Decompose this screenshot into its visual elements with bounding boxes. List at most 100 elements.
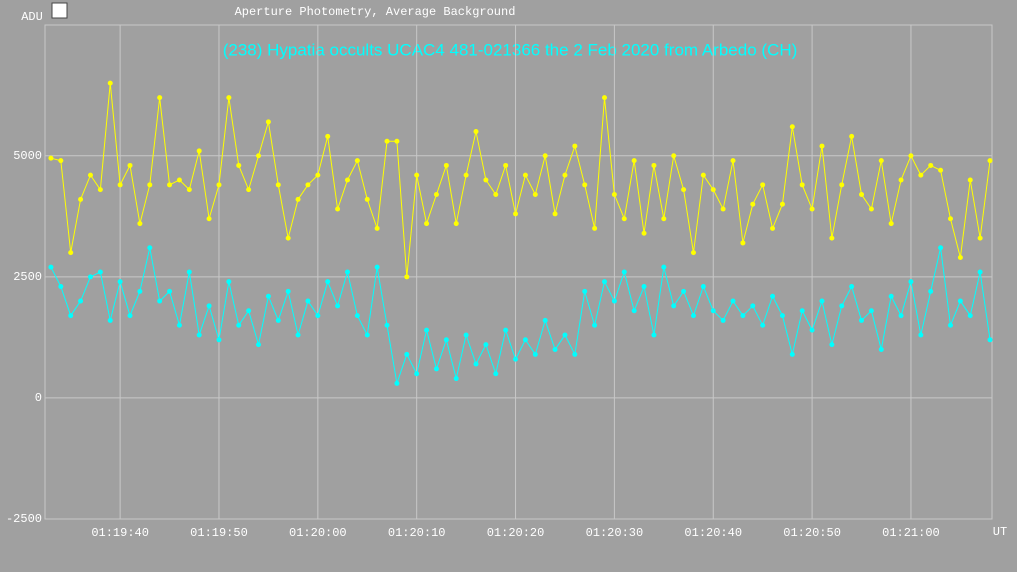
- data-point: [394, 380, 400, 386]
- data-point: [58, 158, 64, 164]
- data-point: [898, 177, 904, 183]
- chart-subtitle: (238) Hypatia occults UCAC4 481-021366 t…: [223, 40, 798, 59]
- chart-title: Aperture Photometry, Average Background: [235, 5, 516, 19]
- data-point: [344, 269, 350, 275]
- data-point: [849, 284, 855, 290]
- data-point: [918, 172, 924, 178]
- data-point: [651, 162, 657, 168]
- data-point: [878, 158, 884, 164]
- series: [48, 245, 993, 386]
- data-point: [513, 356, 519, 362]
- data-point: [315, 313, 321, 319]
- data-point: [700, 172, 706, 178]
- data-point: [631, 158, 637, 164]
- data-point: [542, 317, 548, 323]
- data-point: [730, 298, 736, 304]
- data-point: [779, 201, 785, 207]
- data-point: [483, 342, 489, 348]
- data-point: [196, 148, 202, 154]
- data-point: [127, 313, 133, 319]
- data-point: [839, 182, 845, 188]
- data-point: [87, 274, 93, 280]
- data-point: [938, 245, 944, 251]
- data-point: [779, 313, 785, 319]
- data-point: [957, 298, 963, 304]
- data-point: [532, 351, 538, 357]
- data-point: [206, 303, 212, 309]
- data-point: [710, 308, 716, 314]
- data-point: [690, 313, 696, 319]
- data-point: [176, 177, 182, 183]
- data-point: [167, 182, 173, 188]
- data-point: [265, 119, 271, 125]
- data-point: [730, 158, 736, 164]
- data-point: [147, 182, 153, 188]
- data-point: [987, 158, 993, 164]
- x-tick-label: 01:20:30: [586, 526, 644, 540]
- data-point: [829, 342, 835, 348]
- data-point: [868, 308, 874, 314]
- data-point: [48, 264, 54, 270]
- data-point: [295, 332, 301, 338]
- data-point: [325, 279, 331, 285]
- data-point: [503, 162, 509, 168]
- data-point: [631, 308, 637, 314]
- data-point: [246, 308, 252, 314]
- x-tick-label: 01:20:00: [289, 526, 347, 540]
- data-point: [700, 284, 706, 290]
- data-point: [176, 322, 182, 328]
- y-tick-label: 5000: [13, 149, 42, 163]
- data-point: [562, 332, 568, 338]
- x-tick-label: 01:19:40: [91, 526, 149, 540]
- data-point: [463, 172, 469, 178]
- data-point: [947, 322, 953, 328]
- data-point: [256, 342, 262, 348]
- data-point: [58, 284, 64, 290]
- data-point: [562, 172, 568, 178]
- data-point: [285, 235, 291, 241]
- data-point: [87, 172, 93, 178]
- data-point: [611, 298, 617, 304]
- data-point: [97, 187, 103, 193]
- data-point: [137, 288, 143, 294]
- data-point: [147, 245, 153, 251]
- data-point: [819, 143, 825, 149]
- x-tick-label: 01:20:40: [684, 526, 742, 540]
- data-point: [621, 216, 627, 222]
- data-point: [68, 250, 74, 256]
- data-point: [572, 143, 578, 149]
- data-point: [68, 313, 74, 319]
- data-point: [859, 192, 865, 198]
- data-point: [424, 327, 430, 333]
- data-point: [928, 162, 934, 168]
- data-point: [335, 206, 341, 212]
- data-point: [236, 162, 242, 168]
- data-point: [740, 313, 746, 319]
- data-point: [216, 182, 222, 188]
- y-tick-label: 0: [35, 391, 42, 405]
- data-point: [947, 216, 953, 222]
- data-point: [720, 206, 726, 212]
- data-point: [839, 303, 845, 309]
- data-point: [374, 264, 380, 270]
- data-point: [206, 216, 212, 222]
- data-point: [513, 211, 519, 217]
- data-point: [760, 322, 766, 328]
- data-point: [246, 187, 252, 193]
- data-point: [799, 308, 805, 314]
- data-point: [157, 95, 163, 101]
- data-point: [582, 182, 588, 188]
- data-point: [770, 225, 776, 231]
- data-point: [809, 327, 815, 333]
- data-point: [186, 187, 192, 193]
- data-point: [226, 279, 232, 285]
- data-point: [888, 221, 894, 227]
- data-point: [750, 303, 756, 309]
- data-point: [453, 376, 459, 382]
- data-point: [928, 288, 934, 294]
- data-point: [414, 172, 420, 178]
- x-tick-label: 01:20:50: [783, 526, 841, 540]
- data-point: [97, 269, 103, 275]
- app-icon[interactable]: [51, 2, 68, 19]
